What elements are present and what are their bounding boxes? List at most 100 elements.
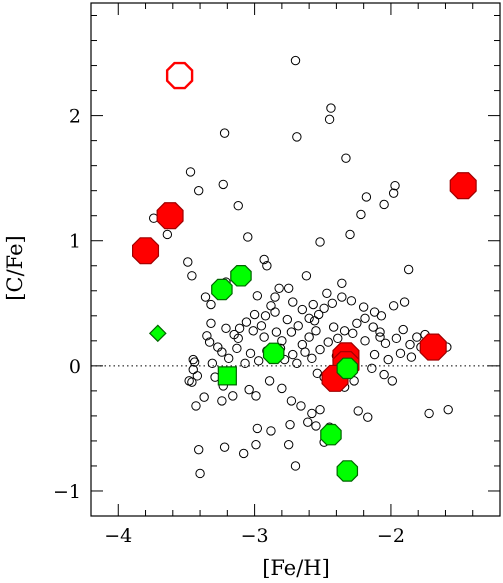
green-square-point	[217, 366, 237, 386]
star-point	[207, 358, 218, 369]
star-point	[251, 391, 261, 401]
star-point	[286, 396, 297, 406]
star-point	[339, 326, 350, 336]
star-point	[399, 297, 410, 307]
y-axis-label: [C/Fe]	[3, 235, 27, 300]
green-octagon-point	[320, 423, 342, 446]
star-point	[361, 192, 372, 202]
star-point	[271, 327, 282, 337]
plot-frame	[90, 2, 501, 517]
star-point	[217, 396, 227, 406]
star-point	[264, 376, 275, 386]
star-point	[260, 311, 271, 321]
star-point	[308, 299, 318, 310]
star-point	[345, 229, 355, 240]
green-octagon-point	[262, 342, 285, 365]
y-tick-label: 0	[69, 356, 81, 378]
star-point	[352, 318, 362, 329]
star-point	[327, 298, 338, 308]
star-point	[286, 327, 297, 337]
star-point	[405, 339, 415, 350]
star-point	[353, 406, 363, 416]
star-point	[266, 301, 276, 311]
star-point	[288, 349, 298, 360]
star-point	[219, 442, 230, 452]
star-point	[337, 278, 347, 288]
star-point	[240, 358, 250, 369]
star-point	[248, 326, 258, 336]
star-point	[324, 114, 335, 125]
star-point	[424, 408, 434, 419]
star-point	[184, 376, 194, 386]
star-point	[360, 313, 370, 324]
star-point	[270, 292, 280, 302]
star-point	[388, 188, 399, 198]
star-point	[292, 132, 302, 142]
star-point	[383, 354, 393, 365]
star-point	[266, 426, 276, 436]
star-point	[313, 309, 324, 320]
x-tick-label: −3	[241, 525, 269, 547]
star-point	[206, 318, 216, 329]
star-point	[369, 307, 380, 317]
star-point	[274, 283, 284, 293]
star-point	[252, 423, 263, 434]
star-point	[315, 404, 325, 415]
star-point	[388, 301, 399, 311]
green-octagon-point	[230, 265, 252, 287]
star-point	[297, 304, 308, 315]
tick-labels: −4 −3 −2 −1 0 1 2	[53, 106, 405, 547]
star-point	[328, 322, 339, 332]
star-point	[293, 321, 303, 331]
star-point	[412, 332, 422, 342]
star-point	[259, 254, 269, 265]
star-point	[218, 179, 228, 190]
star-point	[202, 331, 212, 341]
star-point	[282, 314, 293, 325]
star-point	[162, 229, 173, 240]
star-point	[206, 299, 216, 310]
star-point	[315, 344, 325, 355]
star-point	[363, 412, 373, 422]
star-point	[368, 322, 378, 332]
star-point	[406, 352, 417, 362]
star-point	[333, 333, 343, 344]
red-filled-octagon-point	[419, 333, 447, 361]
star-point	[356, 209, 366, 220]
star-point	[379, 369, 389, 380]
star-point	[185, 167, 196, 177]
star-point	[309, 316, 320, 326]
star-point	[256, 321, 267, 331]
x-tick-label: −4	[104, 525, 132, 547]
star-point	[304, 313, 314, 324]
star-point	[259, 332, 269, 342]
star-point	[262, 261, 272, 271]
star-point	[319, 303, 329, 313]
star-point	[403, 264, 414, 275]
star-point	[346, 296, 357, 306]
star-point	[221, 323, 231, 334]
star-point	[277, 336, 287, 346]
star-point	[369, 349, 380, 360]
red-filled-octagon-point	[156, 202, 184, 230]
star-point	[360, 336, 370, 346]
star-point	[191, 401, 201, 411]
star-point	[304, 332, 314, 342]
y-tick-label: 2	[69, 106, 81, 128]
star-point	[229, 329, 239, 340]
star-point	[219, 128, 230, 138]
star-point	[443, 404, 453, 415]
data-points	[132, 55, 477, 482]
star-point	[238, 448, 249, 459]
star-point	[367, 363, 377, 374]
star-point	[322, 288, 332, 298]
y-tick-label: 1	[69, 231, 81, 253]
star-point	[241, 317, 252, 327]
star-point	[277, 383, 287, 394]
star-point	[296, 401, 306, 411]
star-point	[292, 358, 302, 369]
star-point	[194, 185, 204, 196]
star-point	[245, 348, 256, 359]
star-point	[290, 55, 301, 66]
star-point	[251, 439, 261, 450]
